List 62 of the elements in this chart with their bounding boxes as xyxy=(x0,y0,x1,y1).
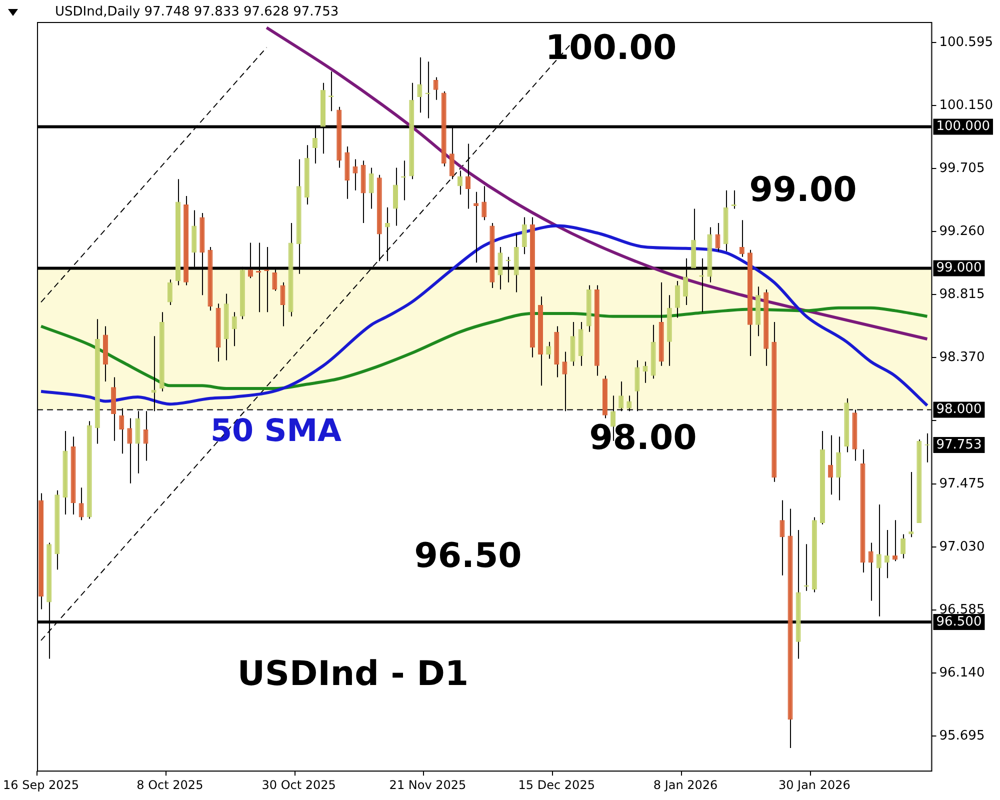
candlestick xyxy=(868,542,874,602)
candlestick xyxy=(715,222,720,252)
ref-line-label: 96.500 xyxy=(936,614,982,630)
candlestick xyxy=(393,167,398,226)
y-tick-label: 97.030 xyxy=(939,539,985,554)
y-tick-label: 98.815 xyxy=(939,286,985,302)
y-tick-label: 98.370 xyxy=(939,350,985,365)
y-tick-label: 97.475 xyxy=(939,476,985,492)
candlestick xyxy=(674,280,680,318)
candlestick xyxy=(280,282,286,327)
line-series xyxy=(40,224,929,407)
candlestick xyxy=(780,500,785,576)
candlestick xyxy=(546,341,552,360)
annotation: 98.00 xyxy=(589,418,697,458)
annotation: 100.00 xyxy=(545,28,677,68)
candlestick xyxy=(474,191,479,264)
candlestick xyxy=(352,158,358,191)
candlestick xyxy=(433,76,438,100)
candlestick xyxy=(522,216,527,255)
candlestick xyxy=(466,143,471,210)
x-tick-label: 8 Jan 2026 xyxy=(653,778,718,792)
annotation: 96.50 xyxy=(414,536,522,576)
candlestick xyxy=(482,186,487,221)
x-tick-label: 15 Dec 2025 xyxy=(518,778,595,792)
candlestick xyxy=(167,279,172,306)
candlestick xyxy=(368,167,374,210)
ref-line-label: 98.000 xyxy=(936,402,982,418)
line-series xyxy=(40,306,929,390)
candlestick xyxy=(417,56,422,114)
y-tick-label: 100.595 xyxy=(939,34,994,50)
y-tick-label: 99.260 xyxy=(939,224,985,239)
series-label: 50 SMA xyxy=(210,413,342,450)
chart-title: USDInd,Daily 97.748 97.833 97.628 97.753 xyxy=(55,4,339,20)
candlestick xyxy=(570,322,576,366)
y-tick-label: 99.705 xyxy=(939,160,985,176)
candlestick xyxy=(127,418,132,484)
ref-line-label: 100.000 xyxy=(936,119,990,134)
candlestick xyxy=(143,410,148,462)
y-tick-label: 95.695 xyxy=(939,728,985,744)
x-tick-label: 16 Sep 2025 xyxy=(3,778,80,792)
annotation: 99.00 xyxy=(749,170,857,210)
y-tick-label: 100.150 xyxy=(939,98,994,113)
ref-line-label: 99.000 xyxy=(936,260,982,276)
candlestick xyxy=(457,170,462,196)
text: 97.753 xyxy=(936,437,982,452)
x-tick-label: 21 Nov 2025 xyxy=(389,778,466,792)
candlestick xyxy=(836,436,842,501)
candlestick xyxy=(78,487,84,521)
x-tick-label: 30 Oct 2025 xyxy=(262,778,336,792)
y-tick-label: 96.140 xyxy=(939,665,985,680)
line-series xyxy=(265,26,929,340)
annotation: USDInd - D1 xyxy=(237,654,469,694)
candlestick xyxy=(828,434,834,496)
candlestick xyxy=(884,530,890,579)
candlestick xyxy=(739,220,744,258)
x-tick-label: 30 Jan 2026 xyxy=(778,778,850,792)
candlestick xyxy=(232,312,237,347)
candlestick xyxy=(908,472,914,538)
candlestick xyxy=(876,504,882,617)
x-tick-label: 8 Oct 2025 xyxy=(136,778,204,792)
candlestick xyxy=(900,534,906,559)
candlestick xyxy=(731,190,736,210)
